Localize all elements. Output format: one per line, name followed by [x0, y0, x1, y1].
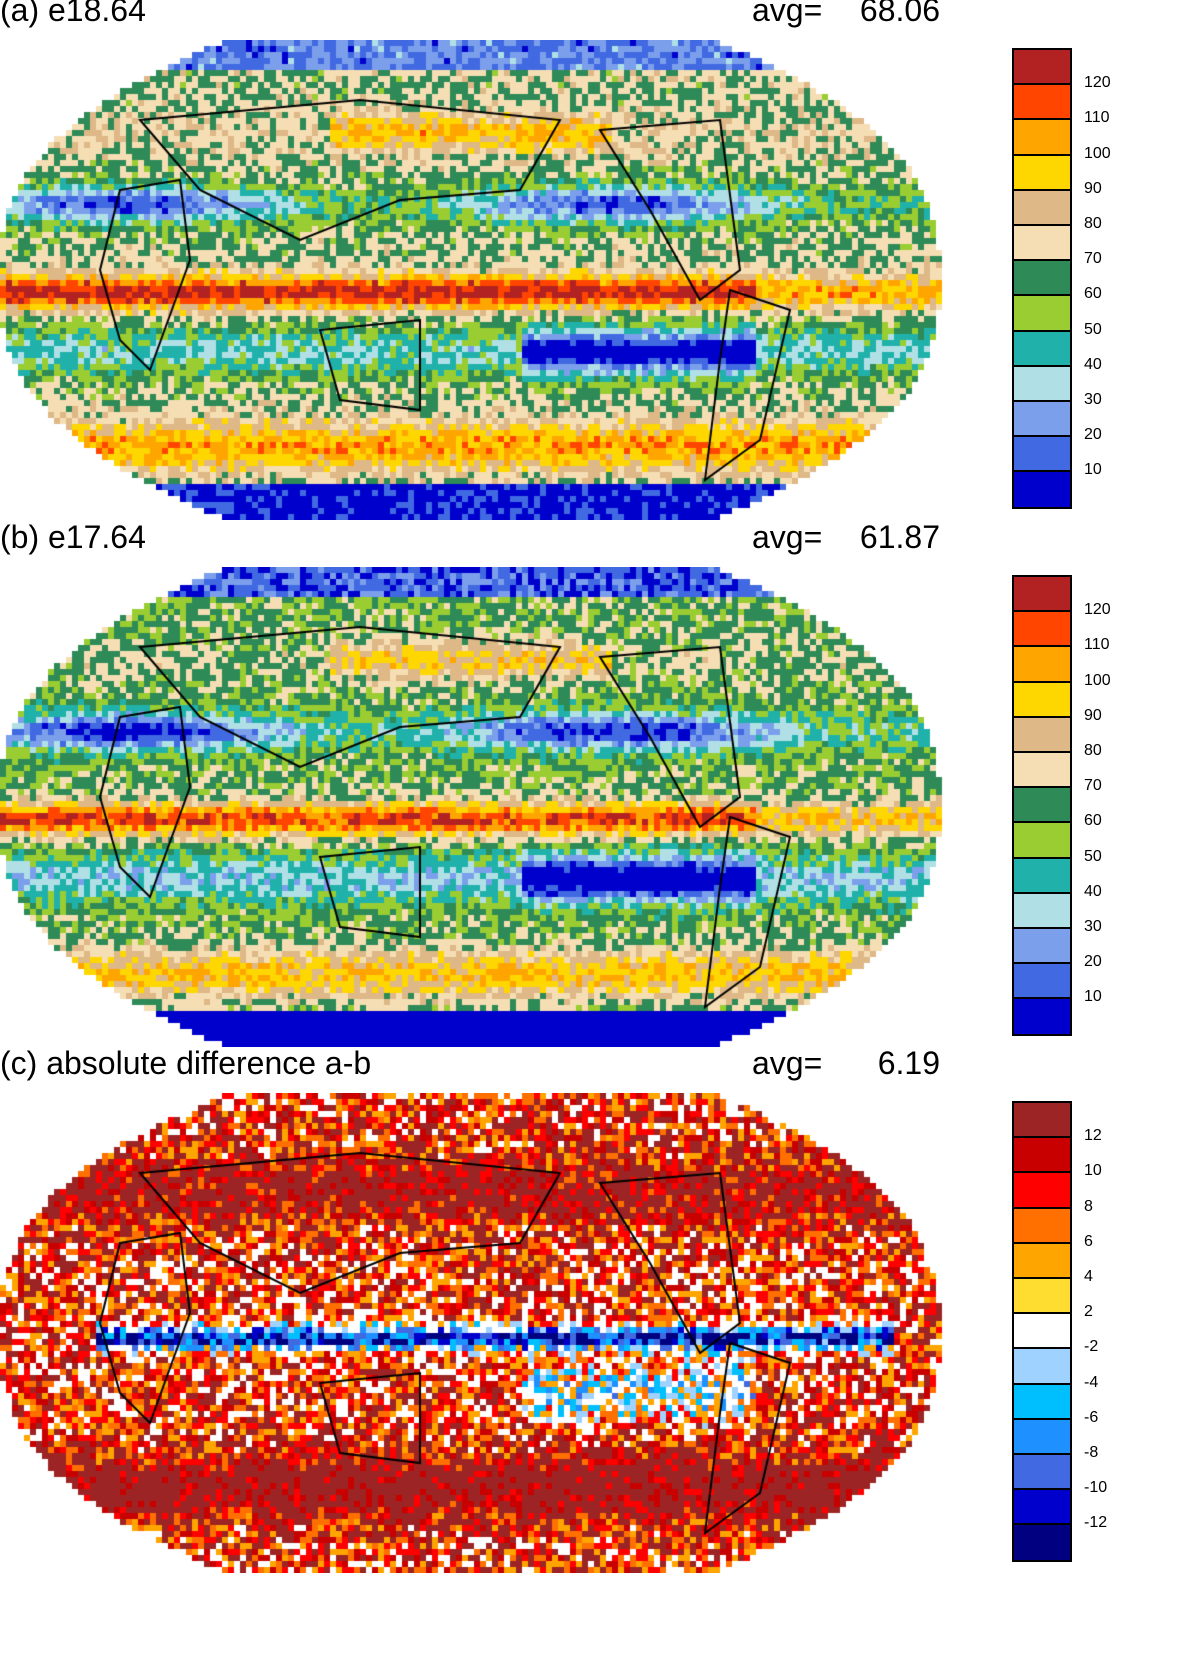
panel-title: (a) e18.64	[0, 0, 146, 28]
panel-title: (c) absolute difference a-b	[0, 1045, 372, 1081]
colorbar-tick-label: 110	[1084, 109, 1110, 127]
colorbar-box	[1014, 1173, 1070, 1209]
colorbar-box	[1014, 1314, 1070, 1350]
colorbar-box	[1014, 928, 1070, 965]
colorbar-box	[1014, 50, 1070, 86]
avg-value: 68.06	[859, 0, 940, 28]
colorbar-tick-label: 10	[1084, 988, 1102, 1006]
colorbar-box	[1014, 1208, 1070, 1244]
colorbar-box	[1014, 612, 1070, 648]
colorbar-tick-label: -2	[1084, 1338, 1099, 1356]
colorbar-tick-label: -12	[1084, 1514, 1108, 1532]
colorbar-box	[1014, 1103, 1070, 1139]
avg-value: 6.19	[877, 1045, 940, 1081]
colorbar-tick-label: 50	[1084, 847, 1102, 865]
colorbar-box	[1014, 964, 1070, 1000]
colorbar-tick-label: 100	[1084, 671, 1111, 689]
colorbar-box	[1014, 682, 1070, 718]
colorbar-box	[1014, 190, 1070, 226]
colorbar-box	[1014, 823, 1070, 859]
colorbar-box	[1014, 1490, 1070, 1526]
colorbar-box	[1014, 261, 1070, 297]
colorbar-box	[1014, 999, 1070, 1035]
colorbar	[1012, 48, 1072, 510]
colorbar-box	[1014, 752, 1070, 789]
colorbar-tick-label: 70	[1084, 777, 1102, 795]
colorbar-box	[1014, 1384, 1070, 1420]
colorbar-box	[1014, 1138, 1070, 1174]
colorbar-tick-label: 60	[1084, 285, 1102, 303]
colorbar-box	[1014, 472, 1070, 508]
colorbar-tick-label: 10	[1084, 1162, 1102, 1180]
colorbar-box	[1014, 647, 1070, 683]
map-heatmap	[0, 567, 945, 1047]
panel-title: (b) e17.64	[0, 519, 146, 555]
colorbar-tick-label: 12	[1084, 1127, 1102, 1145]
colorbar-box	[1014, 1349, 1070, 1385]
colorbar-tick-label: 120	[1084, 74, 1111, 92]
colorbar-box	[1014, 1419, 1070, 1455]
colorbar-tick-label: -6	[1084, 1408, 1099, 1426]
colorbar-tick-label: 30	[1084, 918, 1102, 935]
panel-b: (b) e17.64 avg= 61.87 120 110 100 90 80 70 60 5…	[0, 519, 1188, 1052]
avg-label: avg=	[752, 519, 823, 555]
colorbar-tick-label: 4	[1084, 1268, 1093, 1285]
avg-value: 61.87	[859, 519, 940, 555]
colorbar-box	[1014, 717, 1070, 753]
colorbar-tick-label: 120	[1084, 601, 1111, 619]
colorbar-box	[1014, 577, 1070, 613]
colorbar-box	[1014, 331, 1070, 367]
colorbar	[1012, 575, 1072, 1037]
colorbar-box	[1014, 893, 1070, 929]
colorbar-tick-label: 80	[1084, 742, 1102, 759]
colorbar-tick-label: 20	[1084, 426, 1102, 444]
colorbar-tick-label: 50	[1084, 320, 1102, 338]
colorbar-tick-label: 10	[1084, 461, 1102, 479]
colorbar-box	[1014, 155, 1070, 191]
colorbar-box	[1014, 1454, 1070, 1491]
colorbar-tick-label: 20	[1084, 953, 1102, 971]
avg-label: avg=	[752, 0, 823, 28]
colorbar-box	[1014, 788, 1070, 824]
colorbar-tick-label: -10	[1084, 1479, 1108, 1497]
colorbar-box	[1014, 85, 1070, 121]
colorbar-box	[1014, 366, 1070, 402]
colorbar-box	[1014, 858, 1070, 894]
colorbar-box	[1014, 296, 1070, 332]
colorbar-tick-label: 100	[1084, 144, 1111, 162]
colorbar-tick-label: 90	[1084, 706, 1102, 724]
panel-a: (a) e18.64 avg= 68.06 120 110 100 90 80 70 60 5…	[0, 0, 1188, 525]
colorbar-box	[1014, 1278, 1070, 1315]
colorbar-tick-label: -8	[1084, 1444, 1099, 1461]
panel-c: (c) absolute difference a-b avg= 6.19 12…	[0, 1045, 1188, 1578]
colorbar-tick-label: 70	[1084, 250, 1102, 268]
colorbar-tick-label: 40	[1084, 355, 1102, 373]
colorbar-box	[1014, 1525, 1070, 1561]
colorbar-tick-label: 90	[1084, 179, 1102, 197]
avg-label: avg=	[752, 1045, 823, 1081]
colorbar-tick-label: -4	[1084, 1373, 1099, 1391]
colorbar-box	[1014, 437, 1070, 473]
colorbar-box	[1014, 225, 1070, 262]
colorbar-box	[1014, 120, 1070, 156]
colorbar-tick-label: 80	[1084, 215, 1102, 232]
colorbar-tick-label: 2	[1084, 1303, 1093, 1321]
colorbar-box	[1014, 401, 1070, 438]
map-heatmap	[0, 40, 945, 520]
map-heatmap	[0, 1093, 945, 1573]
colorbar-tick-label: 6	[1084, 1232, 1093, 1250]
colorbar-box	[1014, 1243, 1070, 1279]
colorbar-tick-label: 40	[1084, 882, 1102, 900]
colorbar-tick-label: 110	[1084, 636, 1110, 654]
colorbar	[1012, 1101, 1072, 1563]
colorbar-tick-label: 30	[1084, 391, 1102, 408]
colorbar-tick-label: 8	[1084, 1197, 1093, 1215]
colorbar-tick-label: 60	[1084, 812, 1102, 830]
